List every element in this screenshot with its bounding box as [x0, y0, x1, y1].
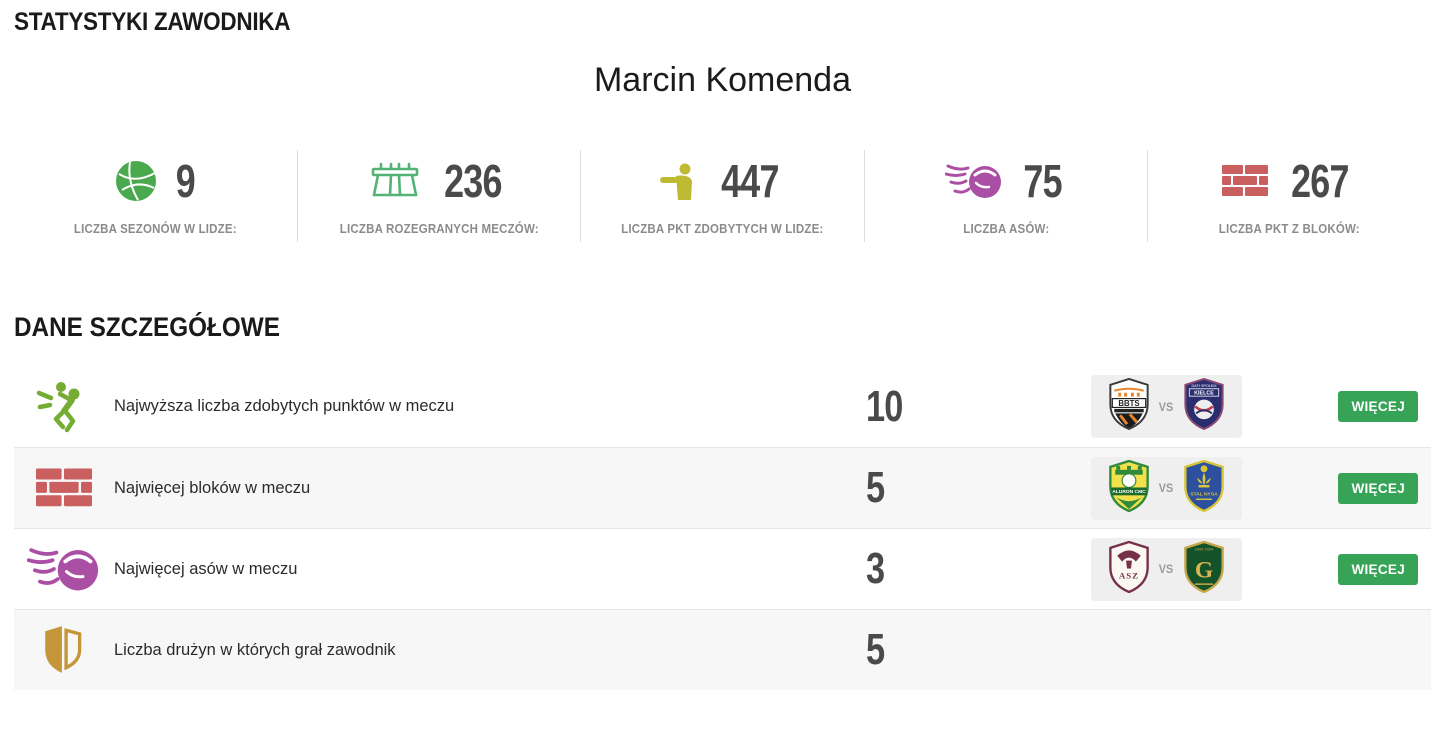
match-logos: BBTS VS DAFI SPOŁEM KIEL — [1091, 375, 1242, 438]
player-name: Marcin Komenda — [593, 61, 851, 99]
stat-aces: 75 LICZBA ASÓW: — [865, 150, 1149, 242]
row-label: Najwięcej bloków w meczu — [114, 478, 311, 497]
spike-player-icon — [36, 380, 92, 434]
volleyball-icon — [114, 159, 158, 203]
page-title: STATYSTYKI ZAWODNIKA — [14, 8, 291, 36]
svg-text:ASZ: ASZ — [1119, 570, 1139, 580]
row-action-cell: WIĘCEJ — [1242, 391, 1431, 422]
row-match-cell: ALURON CMC VS STAL NYSA — [1091, 456, 1242, 520]
logo-bbts: BBTS — [1107, 377, 1151, 435]
stat-seasons: 9 LICZBA SEZONÓW W LIDZE: — [14, 150, 298, 242]
row-value-cell: 10 — [866, 381, 1091, 431]
stat-blocks: 267 LICZBA PKT Z BLOKÓW: — [1148, 150, 1431, 242]
vs-label: VS — [1159, 399, 1174, 414]
more-button[interactable]: WIĘCEJ — [1338, 391, 1418, 422]
row-icon-cell — [14, 467, 114, 509]
row-label: Najwięcej asów w meczu — [114, 559, 298, 578]
bricks-icon — [36, 467, 92, 509]
stat-value: 236 — [443, 155, 502, 207]
table-row-max-blocks: Najwięcej bloków w meczu 5 ALURON CMC — [14, 447, 1431, 528]
svg-text:G: G — [1194, 557, 1212, 583]
logo-stal-nysa: STAL NYSA — [1182, 459, 1226, 517]
stat-label: LICZBA ROZEGRANYCH MECZÓW: — [339, 222, 539, 236]
more-button[interactable]: WIĘCEJ — [1338, 472, 1418, 504]
scorer-icon — [658, 162, 698, 200]
row-icon-cell — [14, 380, 114, 434]
bricks-icon — [1222, 165, 1269, 197]
logo-azs: ASZ — [1107, 540, 1151, 598]
logo-gks-katowice: 1964 2024 G — [1182, 540, 1226, 598]
match-logos: ASZ VS 1964 2024 G — [1091, 537, 1242, 601]
summary-stats: 9 LICZBA SEZONÓW W LIDZE: 236 LICZBA ROZ… — [14, 150, 1431, 242]
net-icon — [369, 161, 421, 201]
stat-label: LICZBA PKT Z BLOKÓW: — [1219, 222, 1361, 236]
details-table: Najwyższa liczba zdobytych punktów w mec… — [14, 366, 1431, 690]
ace-ball-icon — [944, 162, 1003, 200]
row-icon-cell — [14, 624, 114, 676]
row-value: 5 — [866, 625, 885, 674]
stat-label: LICZBA PKT ZDOBYTYCH W LIDZE: — [621, 222, 824, 236]
stat-label: LICZBA SEZONÓW W LIDZE: — [73, 222, 237, 236]
row-value-cell: 5 — [866, 466, 1091, 510]
row-action-cell: WIĘCEJ — [1242, 472, 1431, 504]
svg-text:1964 2024: 1964 2024 — [1194, 546, 1213, 551]
svg-text:STAL NYSA: STAL NYSA — [1190, 491, 1218, 497]
stat-value: 9 — [175, 155, 195, 207]
row-label: Liczba drużyn w których grał zawodnik — [114, 640, 396, 659]
stat-matches: 236 LICZBA ROZEGRANYCH MECZÓW: — [298, 150, 582, 242]
table-row-max-points: Najwyższa liczba zdobytych punktów w mec… — [14, 366, 1431, 447]
vs-label: VS — [1159, 481, 1174, 495]
table-row-max-aces: Najwięcej asów w meczu 3 ASZ VS — [14, 528, 1431, 609]
stat-value: 267 — [1291, 155, 1349, 207]
stat-value: 447 — [721, 155, 779, 207]
svg-text:DAFI SPOŁEM: DAFI SPOŁEM — [1191, 384, 1216, 388]
svg-text:BBTS: BBTS — [1119, 399, 1140, 408]
stat-points: 447 LICZBA PKT ZDOBYTYCH W LIDZE: — [581, 150, 865, 242]
player-stats-page: STATYSTYKI ZAWODNIKA Marcin Komenda 9 LI… — [0, 8, 1445, 690]
vs-label: VS — [1159, 562, 1174, 576]
section-title: DANE SZCZEGÓŁOWE — [14, 312, 280, 342]
stat-label: LICZBA ASÓW: — [963, 222, 1050, 236]
team-shield-icon — [41, 624, 87, 676]
row-icon-cell — [14, 545, 114, 593]
stat-value: 75 — [1023, 155, 1062, 207]
row-value-cell: 3 — [866, 547, 1091, 591]
row-value: 5 — [866, 463, 885, 512]
logo-aluron-cmc: ALURON CMC — [1107, 459, 1151, 517]
ace-ball-icon — [27, 545, 101, 593]
row-match-cell: ASZ VS 1964 2024 G — [1091, 537, 1242, 601]
table-row-teams-count: Liczba drużyn w których grał zawodnik 5 — [14, 609, 1431, 690]
svg-text:ALURON CMC: ALURON CMC — [1113, 489, 1147, 495]
row-value: 10 — [866, 381, 903, 431]
more-button[interactable]: WIĘCEJ — [1338, 553, 1418, 585]
row-value-cell: 5 — [866, 628, 1091, 672]
row-label: Najwyższa liczba zdobytych punktów w mec… — [114, 397, 455, 415]
row-value: 3 — [866, 544, 885, 593]
logo-kielce: DAFI SPOŁEM KIELCE — [1182, 377, 1226, 435]
match-logos: ALURON CMC VS STAL NYSA — [1091, 456, 1242, 520]
row-match-cell: BBTS VS DAFI SPOŁEM KIEL — [1091, 375, 1242, 438]
svg-text:KIELCE: KIELCE — [1194, 390, 1214, 396]
row-action-cell: WIĘCEJ — [1242, 553, 1431, 585]
